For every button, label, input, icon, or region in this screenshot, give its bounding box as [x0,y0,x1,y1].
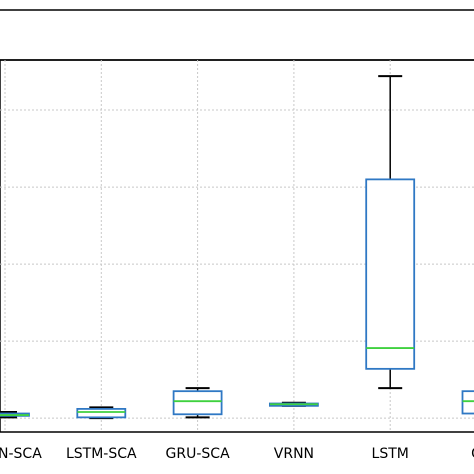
x-tick-label: GRU-SCA [166,446,231,462]
box [76,407,127,419]
header-frame [0,9,474,61]
x-tick-label: LSTM-SCA [66,446,137,462]
x-tick-label: VRNN-SCA [0,446,42,462]
x-tick-label: VRNN [274,446,314,462]
plot-frame [0,59,474,433]
box [172,390,223,416]
box [461,390,474,415]
x-tick-label: LSTM [372,446,409,462]
x-tick-label: GRU [471,446,474,462]
box [365,178,416,370]
